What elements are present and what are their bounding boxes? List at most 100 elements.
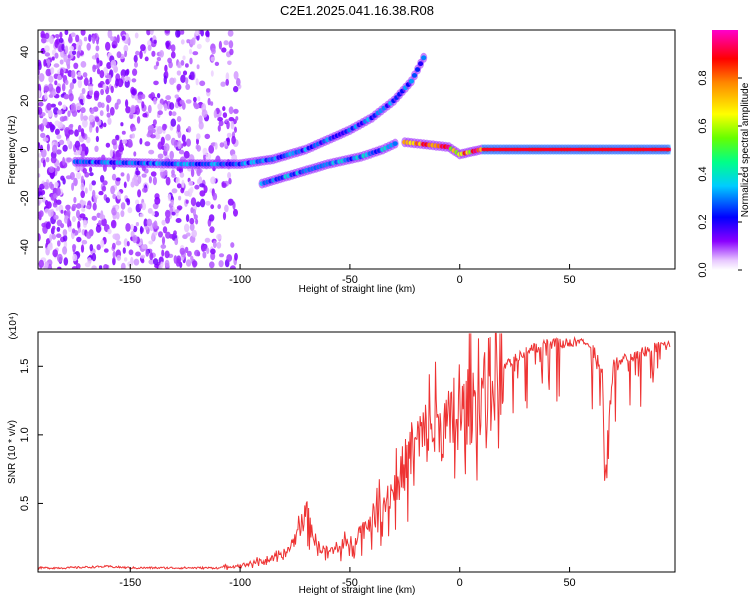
spectrogram-noise-cell: [141, 173, 147, 178]
x-tick-label: -100: [229, 274, 251, 286]
spectrogram-noise-cell: [63, 257, 69, 266]
spectrogram-noise-cell: [68, 93, 74, 102]
spectrogram-noise-cell: [129, 110, 134, 116]
x-tick-label: -50: [342, 577, 358, 589]
spectrogram-noise-cell: [190, 207, 194, 214]
spectrogram-noise-cell: [170, 199, 174, 206]
spectrogram-noise-cell: [95, 224, 102, 233]
spectrogram-noise-cell: [156, 93, 161, 99]
spectrogram-noise-cell: [52, 144, 58, 154]
spectrogram-noise-cell: [144, 56, 149, 62]
spectrogram-noise-cell: [54, 181, 59, 188]
spectrogram-noise-cell: [149, 30, 154, 35]
spectrogram-noise-cell: [135, 170, 141, 176]
spectrogram-noise-cell: [231, 135, 236, 145]
spectrogram-noise-cell: [175, 177, 181, 185]
spectrogram-noise-cell: [62, 144, 68, 152]
spectrogram-noise-cell: [188, 48, 193, 55]
spectrogram-noise-cell: [70, 69, 76, 79]
spectrogram-panel: -150 -100 -50 0 50 -40 -20 0 20 40 Height of str…: [7, 29, 676, 295]
spectrogram-noise-cell: [41, 222, 47, 228]
spectrogram-noise-cell: [116, 254, 122, 261]
colorbar-label: Normalized spectral amplitude: [740, 82, 750, 217]
spectrogram-trace-cell: [408, 78, 414, 84]
spectrogram-noise-cell: [130, 224, 135, 231]
spectrogram-noise-cell: [222, 106, 226, 112]
spectrogram-noise-cell: [79, 92, 84, 100]
spectrogram-noise-cell: [72, 244, 77, 250]
colorbar: 0.0 0.2 0.4 0.6 0.8 Normalized spectral ampl…: [697, 30, 750, 278]
spectrogram-noise-cell: [147, 104, 152, 114]
spectrogram-noise-cell: [144, 225, 149, 230]
spectrogram-noise-cell: [188, 180, 194, 187]
spectrogram-noise-cell: [58, 37, 64, 44]
spectrogram-noise-cell: [228, 106, 234, 115]
spectrogram-noise-cell: [92, 34, 96, 44]
spectrogram-noise-cell: [38, 142, 41, 150]
spectrogram-noise-cell: [185, 63, 189, 68]
spectrogram-noise-cell: [153, 65, 158, 70]
spectrogram-noise-cell: [62, 156, 66, 166]
spectrogram-noise-cell: [67, 110, 71, 117]
spectrogram-noise-cell: [156, 61, 159, 67]
spectrogram-noise-cell: [208, 144, 215, 154]
spectrogram-noise-cell: [110, 59, 117, 69]
spectrogram-noise-cell: [59, 59, 64, 65]
spectrogram-noise-cell: [193, 214, 198, 220]
x-tick-label: 0: [457, 274, 463, 286]
colorbar-ticks: 0.0 0.2 0.4 0.6 0.8: [697, 70, 742, 278]
spectrogram-noise-cell: [163, 143, 170, 152]
spectrogram-noise-cell: [185, 83, 191, 90]
spectrogram-noise-cell: [214, 61, 220, 66]
snr-x-axis-label: Height of straight line (km): [299, 585, 416, 596]
spectrogram-noise-cell: [210, 101, 214, 106]
spectrogram-noise-cell: [201, 109, 208, 118]
y-tick-label: -40: [19, 239, 31, 255]
spectrogram-noise-cell: [61, 83, 66, 92]
spectrogram-noise-cell: [153, 80, 159, 86]
spectrogram-noise-cell: [139, 138, 143, 145]
spectrogram-noise-cell: [110, 85, 114, 94]
spectrogram-noise-cell: [57, 253, 63, 263]
spectrogram-noise-cell: [222, 112, 228, 118]
spectrogram-noise-cell: [89, 124, 93, 133]
spectrogram-noise-cell: [79, 213, 86, 219]
spectrogram-noise-cell: [59, 139, 65, 145]
spectrogram-noise-cell: [231, 154, 238, 162]
spectrogram-noise-cell: [207, 97, 211, 106]
spectrogram-noise-cell: [216, 233, 222, 240]
spectrogram-noise-cell: [118, 143, 124, 153]
spectrogram-noise-cell: [141, 93, 146, 100]
spectrogram-noise-cell: [148, 259, 155, 265]
spectrogram-noise-cell: [38, 153, 42, 158]
y-tick-label: -20: [19, 190, 31, 206]
spectrogram-noise-cell: [38, 160, 41, 169]
spectrogram-noise-cell: [171, 111, 177, 117]
spectrogram-noise-cell: [189, 71, 195, 81]
spectrogram-noise-cell: [211, 47, 216, 55]
spectrogram-noise-cell: [224, 204, 229, 213]
colorbar-tick-label: 0.2: [697, 214, 709, 229]
spectrogram-noise-cell: [200, 198, 206, 208]
colorbar-tick-label: 0.8: [697, 70, 709, 85]
spectrogram-noise-cell: [228, 40, 234, 49]
spectrogram-noise-cell: [153, 258, 159, 266]
spectrogram-noise-cell: [233, 85, 239, 93]
spectrogram-noise-cell: [48, 83, 54, 92]
spectrogram-noise-cell: [84, 150, 88, 156]
spectrogram-noise-cell: [227, 198, 234, 206]
spectrogram-noise-cell: [77, 124, 82, 133]
spectrogram-noise-cell: [54, 34, 60, 39]
spectrogram-noise-cell: [57, 74, 62, 81]
spectrogram-noise-cell: [82, 115, 88, 121]
spectrogram-noise-cell: [62, 229, 68, 236]
spectrogram-noise-cell: [233, 208, 238, 217]
spectrogram-noise-cell: [109, 149, 114, 158]
spectrogram-noise-cell: [92, 202, 97, 211]
spectrogram-noise-cell: [115, 211, 120, 220]
spectrogram-noise-cell: [103, 264, 109, 269]
spectrogram-noise-cell: [75, 172, 82, 180]
spectrogram-noise-cell: [67, 217, 71, 227]
spectrogram-noise-cell: [96, 57, 100, 64]
